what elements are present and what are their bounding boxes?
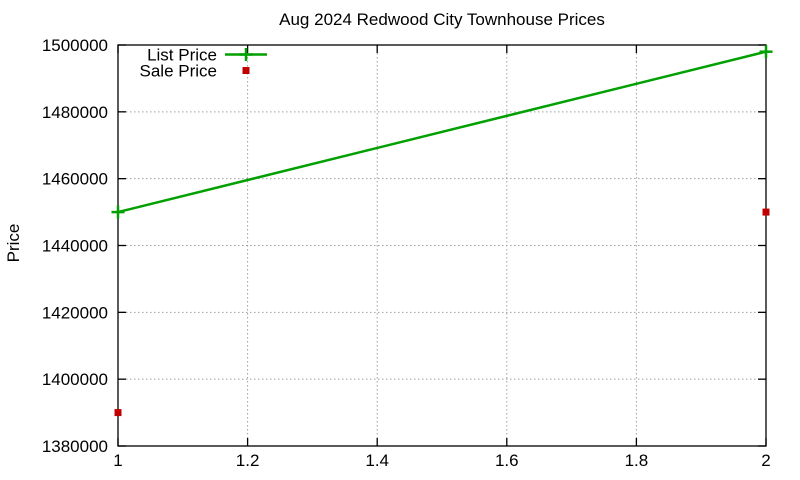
x-axis-tick-label: 1 [113,451,122,470]
x-axis-tick-label: 1.4 [365,451,389,470]
legend-label-list-price: List Price [147,46,217,65]
sale-price-point [114,409,122,417]
list-price-line [117,50,767,214]
legend-label-sale-price: Sale Price [140,62,217,81]
y-axis-tick-label: 1480000 [42,103,108,122]
y-axis-tick-label: 1500000 [42,36,108,55]
y-axis-tick-label: 1380000 [42,437,108,456]
plot-border [117,44,767,447]
x-axis-tick-label: 1.8 [625,451,649,470]
y-axis-tick-label: 1400000 [42,370,108,389]
x-axis-tick-label: 1.6 [495,451,519,470]
y-axis-tick-label: 1460000 [42,170,108,189]
sale-price-point [762,208,770,216]
y-axis-tick-label: 1440000 [42,237,108,256]
legend-marker-sale-price [242,67,250,74]
chart-title: Aug 2024 Redwood City Townhouse Prices [279,10,605,29]
y-axis-tick-label: 1420000 [42,303,108,322]
x-axis-tick-label: 1.2 [236,451,260,470]
x-axis-tick-label: 2 [761,451,770,470]
